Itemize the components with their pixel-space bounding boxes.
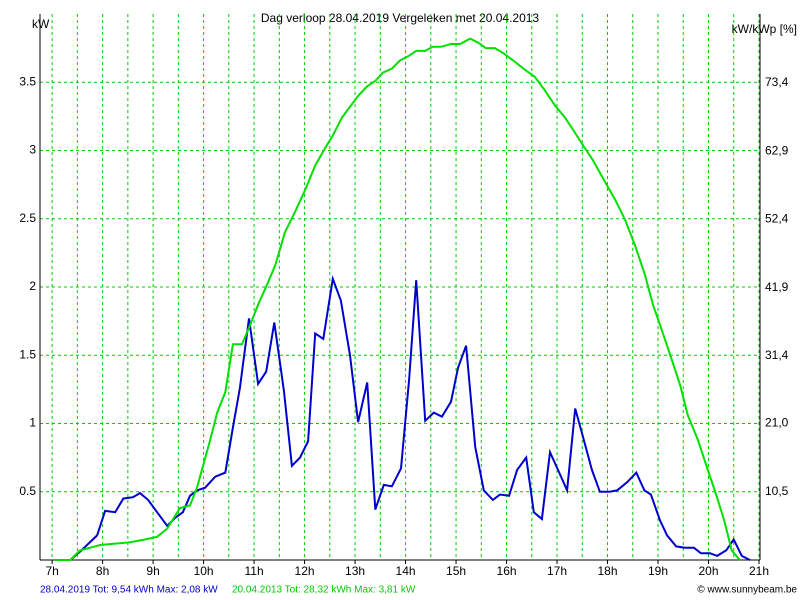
x-tick-label: 14h — [396, 564, 416, 578]
y2-tick-label: 41,9 — [765, 280, 789, 294]
x-tick-label: 21h — [749, 564, 769, 578]
y-tick-label: 1 — [29, 416, 36, 430]
y2-axis-label: kW/kWp [%] — [732, 22, 797, 36]
x-tick-label: 10h — [194, 564, 214, 578]
y2-tick-label: 31,4 — [765, 348, 789, 362]
y-tick-label: 3.5 — [19, 74, 36, 88]
y2-tick-label: 62,9 — [765, 143, 789, 157]
chart-title: Dag verloop 28.04.2019 Vergeleken met 20… — [261, 11, 540, 25]
y2-tick-label: 52,4 — [765, 212, 789, 226]
x-tick-label: 20h — [698, 564, 718, 578]
y-axis-label: kW — [32, 17, 50, 31]
y-tick-label: 2.5 — [19, 211, 36, 225]
x-tick-label: 13h — [345, 564, 365, 578]
x-tick-label: 11h — [245, 564, 264, 578]
y-tick-label: 0.5 — [19, 484, 36, 498]
x-tick-label: 17h — [547, 564, 567, 578]
footer-mid: 20.04.2013 Tot: 28,32 kWh Max: 3,81 kW — [232, 585, 416, 596]
x-tick-label: 8h — [96, 564, 109, 578]
x-tick-label: 7h — [45, 564, 58, 578]
x-tick-label: 18h — [598, 564, 618, 578]
footer-left: 28.04.2019 Tot: 9,54 kWh Max: 2,08 kW — [40, 585, 218, 596]
y-tick-label: 2 — [29, 279, 36, 293]
x-tick-label: 9h — [146, 564, 159, 578]
y-tick-label: 1.5 — [19, 347, 36, 361]
x-tick-label: 12h — [295, 564, 315, 578]
x-tick-label: 16h — [497, 564, 517, 578]
x-tick-label: 15h — [446, 564, 466, 578]
footer-right: © www.sunnybeam.be — [697, 585, 797, 596]
y2-tick-label: 10,5 — [765, 484, 789, 498]
y2-tick-label: 21,0 — [765, 416, 789, 430]
x-tick-label: 19h — [648, 564, 668, 578]
y2-tick-label: 73,4 — [765, 75, 789, 89]
line-series — [55, 37, 741, 561]
line-series — [69, 274, 751, 561]
y-tick-label: 3 — [29, 143, 36, 157]
